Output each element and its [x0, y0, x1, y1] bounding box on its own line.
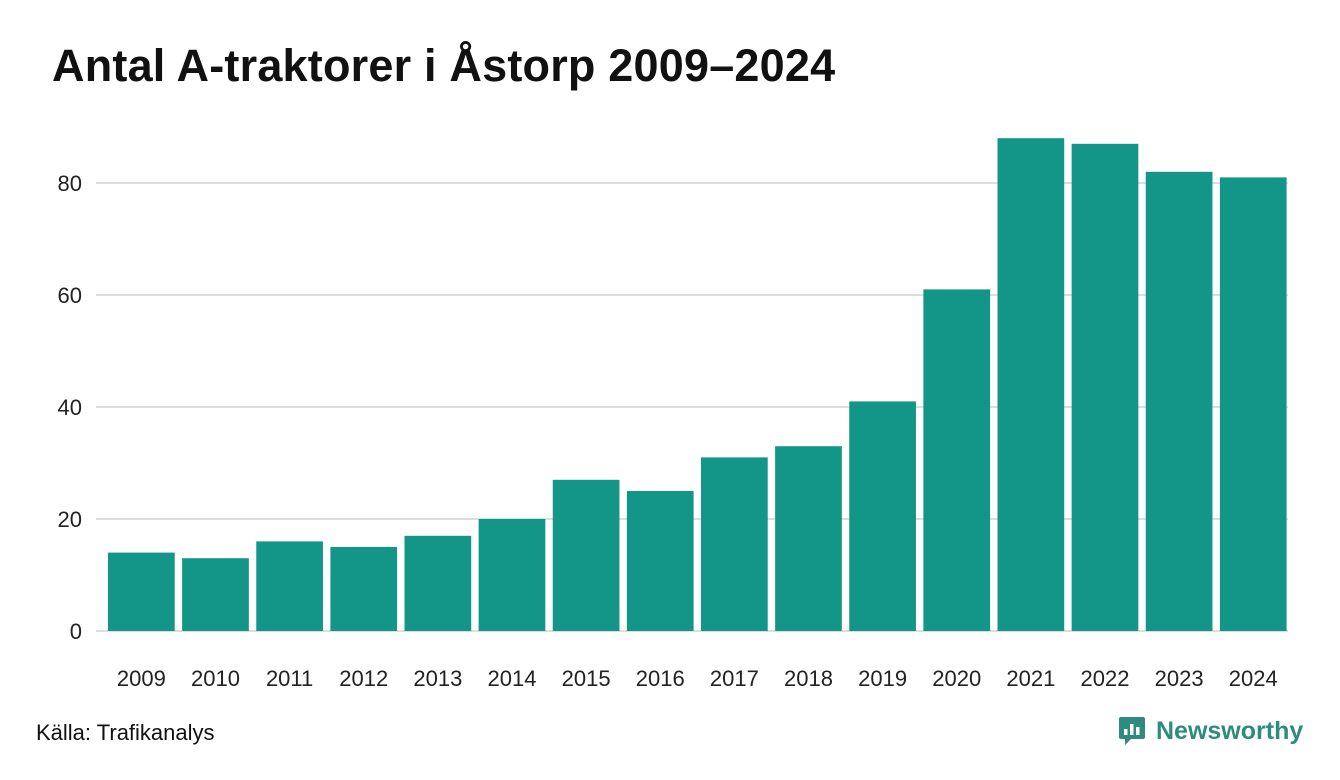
bar-2013 — [404, 535, 472, 631]
bars — [108, 138, 1287, 632]
brand-logo: Newsworthy — [1118, 714, 1303, 748]
y-tick-label: 60 — [58, 283, 82, 308]
source-note: Källa: Trafikanalys — [36, 720, 215, 745]
y-tick-label: 0 — [70, 619, 82, 644]
x-tick-label: 2019 — [858, 666, 907, 691]
bar-2023 — [1145, 171, 1213, 632]
bar-2024 — [1219, 177, 1287, 631]
y-tick-label: 40 — [58, 395, 82, 420]
x-tick-label: 2011 — [266, 666, 313, 691]
brand-name: Newsworthy — [1156, 716, 1304, 745]
y-tick-label: 80 — [58, 171, 82, 196]
bar-2022 — [1071, 143, 1139, 632]
bar-2015 — [552, 479, 620, 631]
bar-2012 — [330, 547, 398, 631]
x-tick-label: 2018 — [784, 666, 833, 691]
x-axis-tick-labels: 2009 2010 2011 2012 2013 2014 2015 2016 2017 2018… — [117, 666, 1278, 691]
x-tick-label: 2023 — [1155, 666, 1204, 691]
x-tick-label: 2021 — [1006, 666, 1055, 691]
x-tick-label: 2009 — [117, 666, 166, 691]
x-tick-label: 2022 — [1081, 666, 1130, 691]
newsworthy-logo-icon — [1119, 717, 1145, 745]
bar-2016 — [626, 491, 694, 631]
bar-2014 — [478, 519, 546, 631]
bar-2020 — [923, 289, 991, 631]
bar-2021 — [997, 138, 1065, 631]
y-axis-tick-labels: 0 20 40 60 80 — [58, 171, 82, 644]
x-tick-label: 2010 — [191, 666, 240, 691]
x-tick-label: 2016 — [636, 666, 685, 691]
bar-2019 — [849, 401, 916, 631]
x-tick-label: 2020 — [932, 666, 981, 691]
bar-2010 — [182, 558, 249, 631]
x-tick-label: 2014 — [488, 666, 537, 691]
bar-2018 — [775, 446, 842, 631]
bar-2011 — [256, 541, 323, 631]
y-tick-label: 20 — [58, 507, 82, 532]
chart-title: Antal A-traktorer i Åstorp 2009–2024 — [52, 40, 836, 91]
x-tick-label: 2012 — [339, 666, 388, 691]
x-tick-label: 2024 — [1229, 666, 1278, 691]
x-tick-label: 2013 — [413, 666, 462, 691]
x-tick-label: 2017 — [710, 666, 759, 691]
bar-2009 — [108, 552, 175, 631]
x-tick-label: 2015 — [562, 666, 611, 691]
bar-2017 — [701, 457, 768, 631]
